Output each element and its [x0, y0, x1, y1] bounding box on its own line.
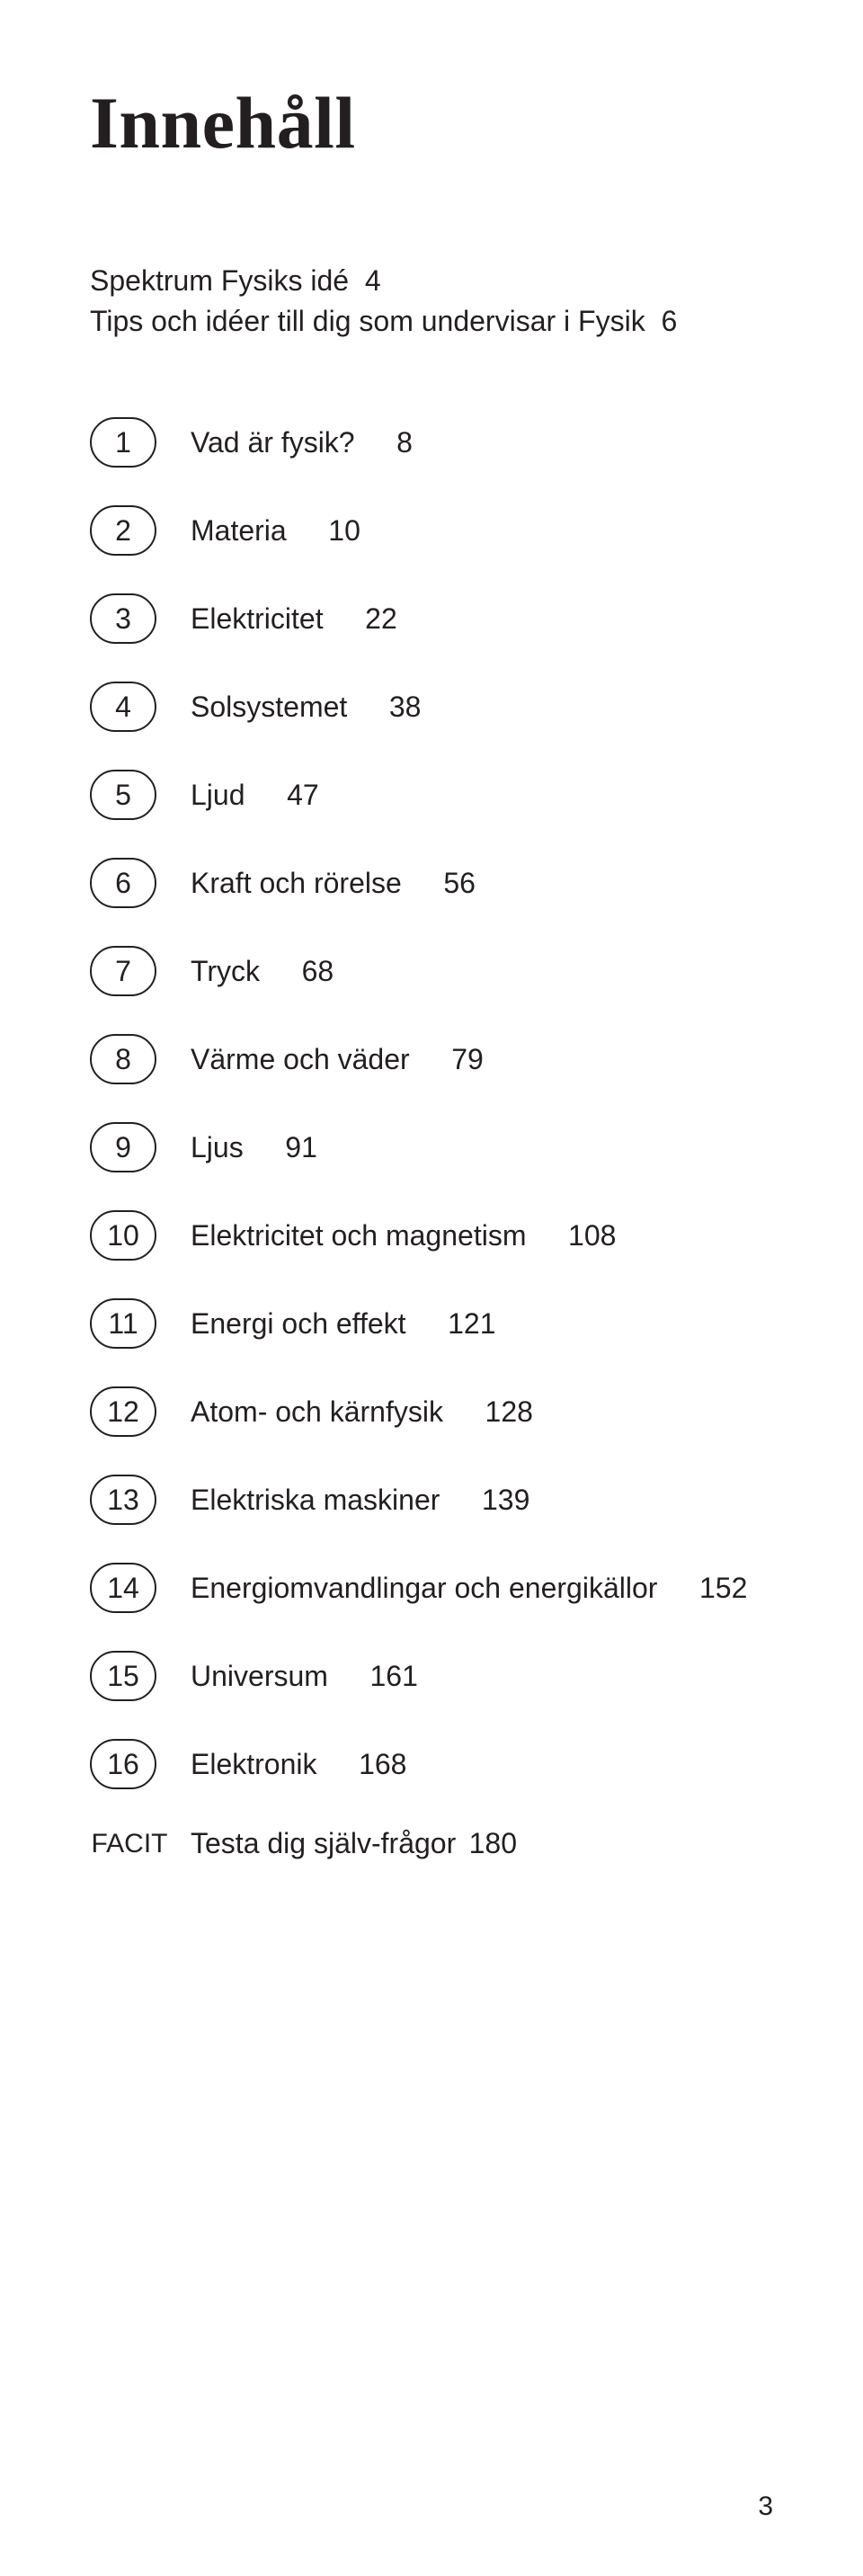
chapter-page: 68	[302, 955, 334, 988]
chapter-label: Ljus	[191, 1131, 244, 1164]
chapter-label: Ljud	[191, 779, 245, 812]
toc-item: 7 Tryck 68	[90, 946, 773, 996]
chapter-badge: 9	[90, 1122, 156, 1172]
chapter-label: Universum	[191, 1660, 328, 1693]
toc-item: 2 Materia 10	[90, 505, 773, 556]
chapter-badge: 5	[90, 770, 156, 820]
chapter-badge: 6	[90, 858, 156, 908]
toc-text: Tryck 68	[191, 955, 334, 988]
toc-text: Energiomvandlingar och energikällor 152	[191, 1572, 747, 1605]
chapter-label: Elektricitet och magnetism	[191, 1219, 526, 1252]
toc-text: Elektricitet 22	[191, 602, 397, 636]
page-title: Innehåll	[90, 81, 773, 165]
toc-item: 1 Vad är fysik? 8	[90, 417, 773, 468]
toc-text: Vad är fysik? 8	[191, 426, 413, 459]
chapter-page: 152	[699, 1572, 747, 1605]
chapter-label: Elektricitet	[191, 602, 324, 636]
toc-item: 9 Ljus 91	[90, 1122, 773, 1172]
chapter-badge: 13	[90, 1475, 156, 1525]
toc-text: Värme och väder 79	[191, 1043, 484, 1076]
chapter-badge: 15	[90, 1651, 156, 1701]
chapter-badge: 4	[90, 682, 156, 732]
chapter-page: 38	[389, 691, 422, 724]
toc-text: Ljus 91	[191, 1131, 317, 1164]
chapter-badge: 10	[90, 1210, 156, 1261]
toc-item: 11 Energi och effekt 121	[90, 1298, 773, 1349]
chapter-badge: 14	[90, 1563, 156, 1613]
facit-row: FACIT Testa dig själv-frågor 180	[90, 1827, 773, 1860]
chapter-label: Kraft och rörelse	[191, 867, 402, 900]
chapter-page: 91	[285, 1131, 317, 1164]
toc-text: Kraft och rörelse 56	[191, 867, 476, 900]
toc-text: Elektricitet och magnetism 108	[191, 1219, 616, 1252]
toc-item: 10 Elektricitet och magnetism 108	[90, 1210, 773, 1261]
chapter-page: 121	[448, 1307, 495, 1341]
chapter-label: Materia	[191, 514, 287, 548]
chapter-label: Solsystemet	[191, 691, 347, 724]
chapter-page: 139	[482, 1484, 529, 1517]
chapter-page: 161	[369, 1660, 417, 1693]
chapter-label: Energiomvandlingar och energikällor	[191, 1572, 657, 1605]
chapter-badge: 8	[90, 1034, 156, 1084]
intro-page: 6	[661, 305, 677, 337]
chapter-page: 168	[359, 1748, 406, 1781]
toc-item: 15 Universum 161	[90, 1651, 773, 1701]
chapter-page: 128	[485, 1395, 533, 1429]
toc-item: 12 Atom- och kärnfysik 128	[90, 1386, 773, 1437]
toc-item: 6 Kraft och rörelse 56	[90, 858, 773, 908]
chapter-label: Vad är fysik?	[191, 426, 355, 459]
chapter-badge: 12	[90, 1386, 156, 1437]
facit-label: Testa dig själv-frågor	[191, 1827, 456, 1860]
facit-marker: FACIT	[90, 1829, 169, 1859]
intro-label: Tips och idéer till dig som undervisar i…	[90, 305, 645, 337]
intro-block: Spektrum Fysiks idé 4 Tips och idéer till…	[90, 264, 773, 338]
toc-item: 5 Ljud 47	[90, 770, 773, 820]
toc-text: Atom- och kärnfysik 128	[191, 1395, 533, 1429]
toc-item: 14 Energiomvandlingar och energikällor 15…	[90, 1563, 773, 1613]
toc-item: 16 Elektronik 168	[90, 1739, 773, 1789]
toc-item: 4 Solsystemet 38	[90, 682, 773, 732]
chapter-badge: 7	[90, 946, 156, 996]
chapter-page: 56	[443, 867, 476, 900]
chapter-page: 22	[365, 602, 397, 636]
chapter-label: Energi och effekt	[191, 1307, 406, 1341]
chapter-page: 108	[568, 1219, 616, 1252]
toc-text: Ljud 47	[191, 779, 319, 812]
toc-item: 8 Värme och väder 79	[90, 1034, 773, 1084]
toc-text: Elektronik 168	[191, 1748, 406, 1781]
chapter-badge: 1	[90, 417, 156, 468]
chapter-label: Atom- och kärnfysik	[191, 1395, 443, 1429]
facit-text: Testa dig själv-frågor 180	[191, 1827, 517, 1860]
chapter-label: Tryck	[191, 955, 260, 988]
toc-text: Energi och effekt 121	[191, 1307, 496, 1341]
chapter-page: 47	[287, 779, 319, 812]
chapter-page: 79	[451, 1043, 484, 1076]
chapter-badge: 16	[90, 1739, 156, 1789]
facit-page: 180	[469, 1827, 517, 1860]
intro-page: 4	[365, 264, 381, 297]
chapter-label: Elektriska maskiner	[191, 1484, 440, 1517]
toc-item: 3 Elektricitet 22	[90, 593, 773, 644]
toc-text: Elektriska maskiner 139	[191, 1484, 529, 1517]
toc-item: 13 Elektriska maskiner 139	[90, 1475, 773, 1525]
toc-text: Materia 10	[191, 514, 360, 548]
intro-line: Tips och idéer till dig som undervisar i…	[90, 305, 773, 338]
chapter-label: Värme och väder	[191, 1043, 410, 1076]
intro-label: Spektrum Fysiks idé	[90, 264, 349, 297]
chapter-page: 10	[328, 514, 360, 548]
intro-line: Spektrum Fysiks idé 4	[90, 264, 773, 298]
chapter-page: 8	[396, 426, 413, 459]
chapter-label: Elektronik	[191, 1748, 317, 1781]
page-number: 3	[758, 2491, 773, 2522]
toc-text: Universum 161	[191, 1660, 418, 1693]
chapter-badge: 2	[90, 505, 156, 556]
chapter-badge: 3	[90, 593, 156, 644]
table-of-contents: 1 Vad är fysik? 8 2 Materia 10 3 Elektricitet…	[90, 417, 773, 1789]
chapter-badge: 11	[90, 1298, 156, 1349]
toc-text: Solsystemet 38	[191, 691, 421, 724]
